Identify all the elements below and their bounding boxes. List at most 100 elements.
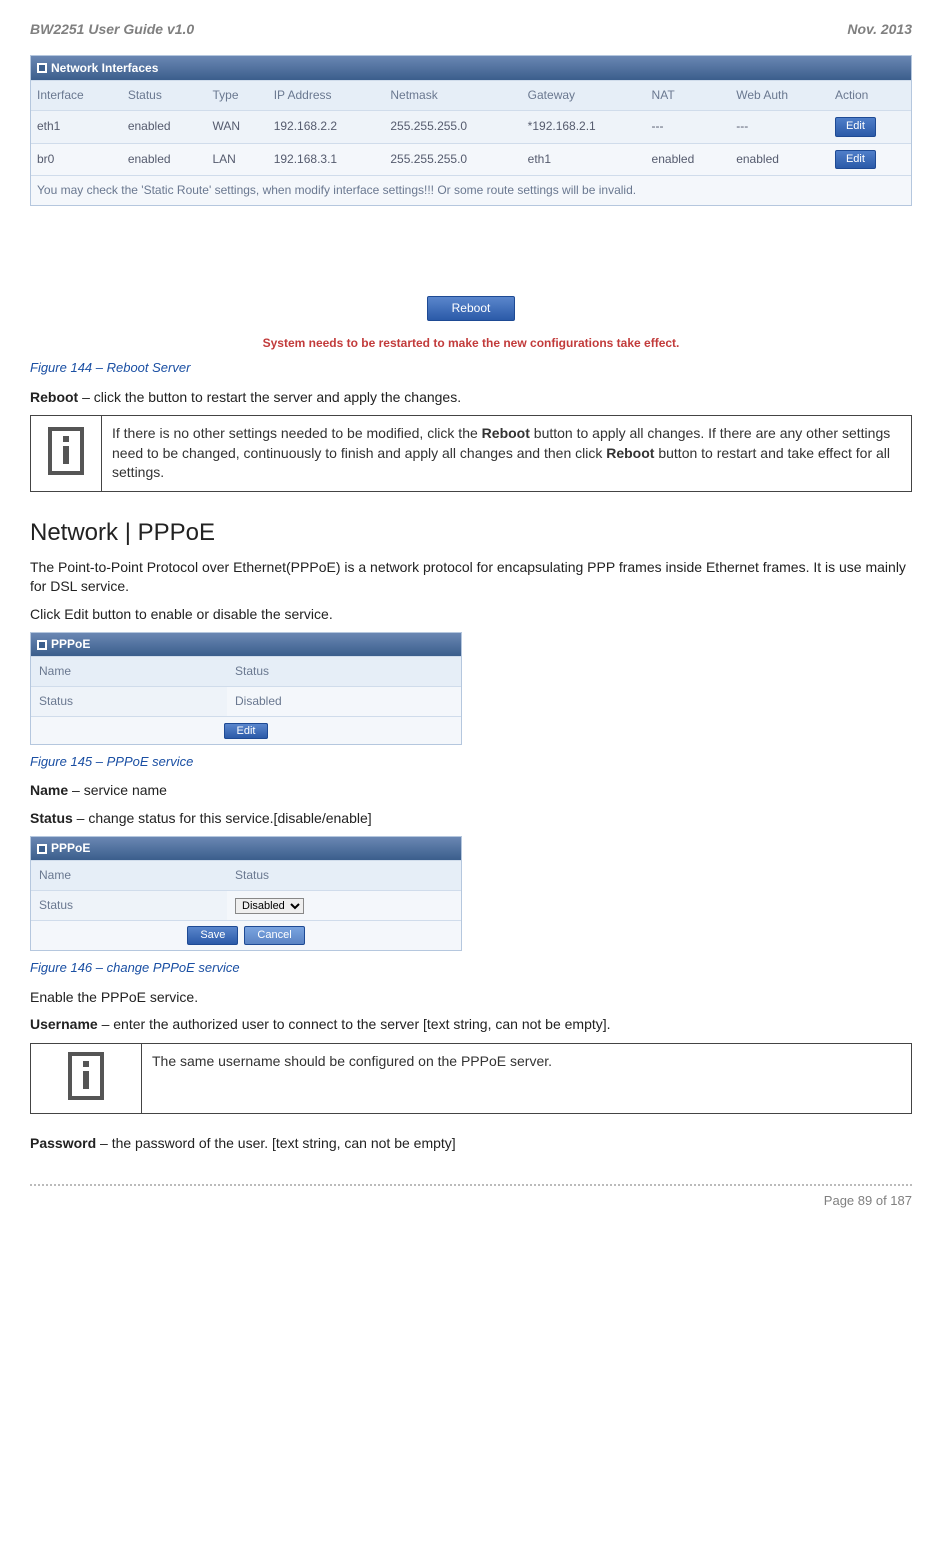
pppoe-footer: Save Cancel [31, 920, 461, 950]
cell: enabled [730, 143, 829, 175]
col-status: Status [227, 657, 461, 686]
footer-separator [30, 1184, 912, 1186]
table-row: eth1 enabled WAN 192.168.2.2 255.255.255… [31, 111, 911, 143]
cell: --- [730, 111, 829, 143]
pppoe-footer: Edit [31, 716, 461, 744]
figure-caption-144: Figure 144 – Reboot Server [30, 359, 912, 377]
col-status: Status [122, 81, 207, 111]
reboot-rest: – click the button to restart the server… [78, 389, 461, 405]
cell: eth1 [31, 111, 122, 143]
pppoe-click: Click Edit button to enable or disable t… [30, 605, 912, 625]
info-icon [68, 1052, 104, 1100]
col-webauth: Web Auth [730, 81, 829, 111]
cell: enabled [122, 111, 207, 143]
panel-icon [37, 640, 47, 650]
header-left: BW2251 User Guide v1.0 [30, 20, 194, 40]
note-text-cell: The same username should be configured o… [142, 1043, 912, 1114]
col-netmask: Netmask [384, 81, 521, 111]
note-icon-cell [31, 416, 102, 492]
note-bold: Reboot [482, 425, 530, 441]
password-bold: Password [30, 1135, 96, 1151]
cell-action: Edit [829, 143, 911, 175]
cell-status: Disabled [227, 687, 461, 716]
pppoe-header-row: Name Status [31, 656, 461, 686]
info-icon [48, 427, 84, 475]
cell: enabled [646, 143, 731, 175]
name-line: Name – service name [30, 781, 912, 801]
cell: --- [646, 111, 731, 143]
col-action: Action [829, 81, 911, 111]
pppoe-data-row: Status Disabled [31, 686, 461, 716]
name-text: – service name [68, 782, 167, 798]
enable-line: Enable the PPPoE service. [30, 988, 912, 1008]
reboot-paragraph: Reboot – click the button to restart the… [30, 388, 912, 408]
section-title: Network | PPPoE [30, 516, 912, 550]
page-footer: Page 89 of 187 [30, 1192, 912, 1210]
reboot-button[interactable]: Reboot [427, 296, 516, 321]
figure-caption-145: Figure 145 – PPPoE service [30, 753, 912, 771]
username-text: – enter the authorized user to connect t… [98, 1016, 611, 1032]
reboot-bold: Reboot [30, 389, 78, 405]
col-name: Name [31, 861, 227, 890]
col-type: Type [206, 81, 267, 111]
note-text-cell: If there is no other settings needed to … [102, 416, 912, 492]
pppoe-panel-view: PPPoE Name Status Status Disabled Edit [30, 632, 462, 745]
col-gateway: Gateway [522, 81, 646, 111]
password-line: Password – the password of the user. [te… [30, 1134, 912, 1154]
doc-header: BW2251 User Guide v1.0 Nov. 2013 [30, 20, 912, 40]
cancel-button[interactable]: Cancel [244, 926, 304, 945]
cell: br0 [31, 143, 122, 175]
note-icon-cell [31, 1043, 142, 1114]
status-text: – change status for this service.[disabl… [73, 810, 372, 826]
cell: enabled [122, 143, 207, 175]
pppoe-panel-edit: PPPoE Name Status Status Disabled Save C… [30, 836, 462, 951]
save-button[interactable]: Save [187, 926, 238, 945]
table-row: br0 enabled LAN 192.168.3.1 255.255.255.… [31, 143, 911, 175]
status-line: Status – change status for this service.… [30, 809, 912, 829]
col-name: Name [31, 657, 227, 686]
cell: LAN [206, 143, 267, 175]
cell: WAN [206, 111, 267, 143]
reboot-area: Reboot System needs to be restarted to m… [30, 296, 912, 352]
edit-button[interactable]: Edit [224, 723, 269, 739]
note-bold: Reboot [606, 445, 654, 461]
network-interfaces-panel: Network Interfaces Interface Status Type… [30, 55, 912, 206]
edit-button[interactable]: Edit [835, 150, 876, 169]
cell: 255.255.255.0 [384, 111, 521, 143]
status-select[interactable]: Disabled [235, 898, 304, 914]
cell: eth1 [522, 143, 646, 175]
reboot-message: System needs to be restarted to make the… [30, 335, 912, 352]
panel-note: You may check the 'Static Route' setting… [31, 175, 911, 205]
panel-title: PPPoE [31, 837, 461, 860]
col-nat: NAT [646, 81, 731, 111]
cell: 192.168.2.2 [268, 111, 385, 143]
edit-button[interactable]: Edit [835, 117, 876, 136]
cell-action: Edit [829, 111, 911, 143]
panel-title-text: Network Interfaces [51, 60, 158, 77]
table-header-row: Interface Status Type IP Address Netmask… [31, 81, 911, 111]
cell: 192.168.3.1 [268, 143, 385, 175]
panel-title-text: PPPoE [51, 636, 90, 653]
username-line: Username – enter the authorized user to … [30, 1015, 912, 1035]
pppoe-data-row: Status Disabled [31, 890, 461, 920]
note-box-1: If there is no other settings needed to … [30, 415, 912, 492]
cell-status-select: Disabled [227, 891, 461, 920]
note-box-2: The same username should be configured o… [30, 1043, 912, 1115]
panel-icon [37, 63, 47, 73]
interfaces-table: Interface Status Type IP Address Netmask… [31, 80, 911, 175]
col-ip: IP Address [268, 81, 385, 111]
panel-title: Network Interfaces [31, 56, 911, 81]
panel-title: PPPoE [31, 633, 461, 656]
panel-title-text: PPPoE [51, 840, 90, 857]
cell: 255.255.255.0 [384, 143, 521, 175]
panel-icon [37, 844, 47, 854]
name-bold: Name [30, 782, 68, 798]
cell-name: Status [31, 687, 227, 716]
note-text: If there is no other settings needed to … [112, 425, 482, 441]
pppoe-header-row: Name Status [31, 860, 461, 890]
pppoe-intro: The Point-to-Point Protocol over Etherne… [30, 558, 912, 597]
username-bold: Username [30, 1016, 98, 1032]
status-bold: Status [30, 810, 73, 826]
col-status: Status [227, 861, 461, 890]
figure-caption-146: Figure 146 – change PPPoE service [30, 959, 912, 977]
